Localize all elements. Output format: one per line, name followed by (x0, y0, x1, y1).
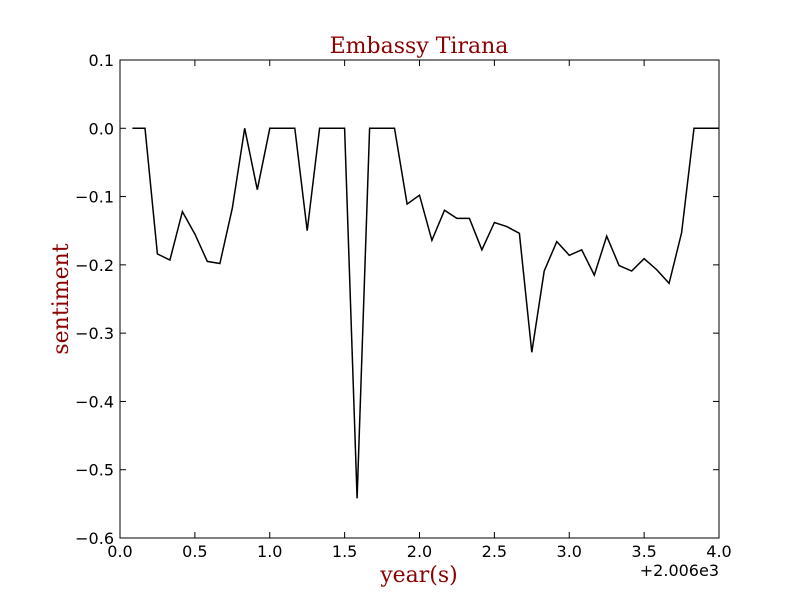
y-tick-label: 0.1 (89, 51, 114, 70)
x-tick-label: 0.5 (182, 542, 207, 561)
x-tick-label: 1.5 (332, 542, 357, 561)
x-tick-label: 4.0 (706, 542, 731, 561)
plot-area (119, 59, 720, 539)
x-offset-label: +2.006e3 (640, 561, 719, 580)
x-tick-label: 2.5 (482, 542, 507, 561)
tick-marks (119, 59, 720, 539)
series-line (132, 127, 719, 499)
y-tick-label: −0.5 (75, 461, 114, 480)
x-tick-label: 2.0 (407, 542, 432, 561)
x-axis-title: year(s) (379, 563, 458, 588)
y-tick-label: −0.2 (75, 256, 114, 275)
chart-title: Embassy Tirana (330, 34, 509, 59)
y-axis-title: sentiment (49, 243, 74, 354)
x-tick-label: 0.0 (107, 542, 132, 561)
y-tick-label: −0.4 (75, 392, 114, 411)
y-tick-labels: 0.1 0.0 −0.1 −0.2 −0.3 −0.4 −0.5 −0.6 (75, 51, 114, 548)
x-tick-label: 3.0 (557, 542, 582, 561)
x-tick-label: 3.5 (631, 542, 656, 561)
x-tick-labels: 0.0 0.5 1.0 1.5 2.0 2.5 3.0 3.5 4.0 (107, 542, 731, 561)
y-tick-label: −0.1 (75, 188, 114, 207)
x-tick-label: 1.0 (257, 542, 282, 561)
y-tick-label: 0.0 (89, 119, 114, 138)
y-tick-label: −0.3 (75, 324, 114, 343)
y-tick-label: −0.6 (75, 529, 114, 548)
